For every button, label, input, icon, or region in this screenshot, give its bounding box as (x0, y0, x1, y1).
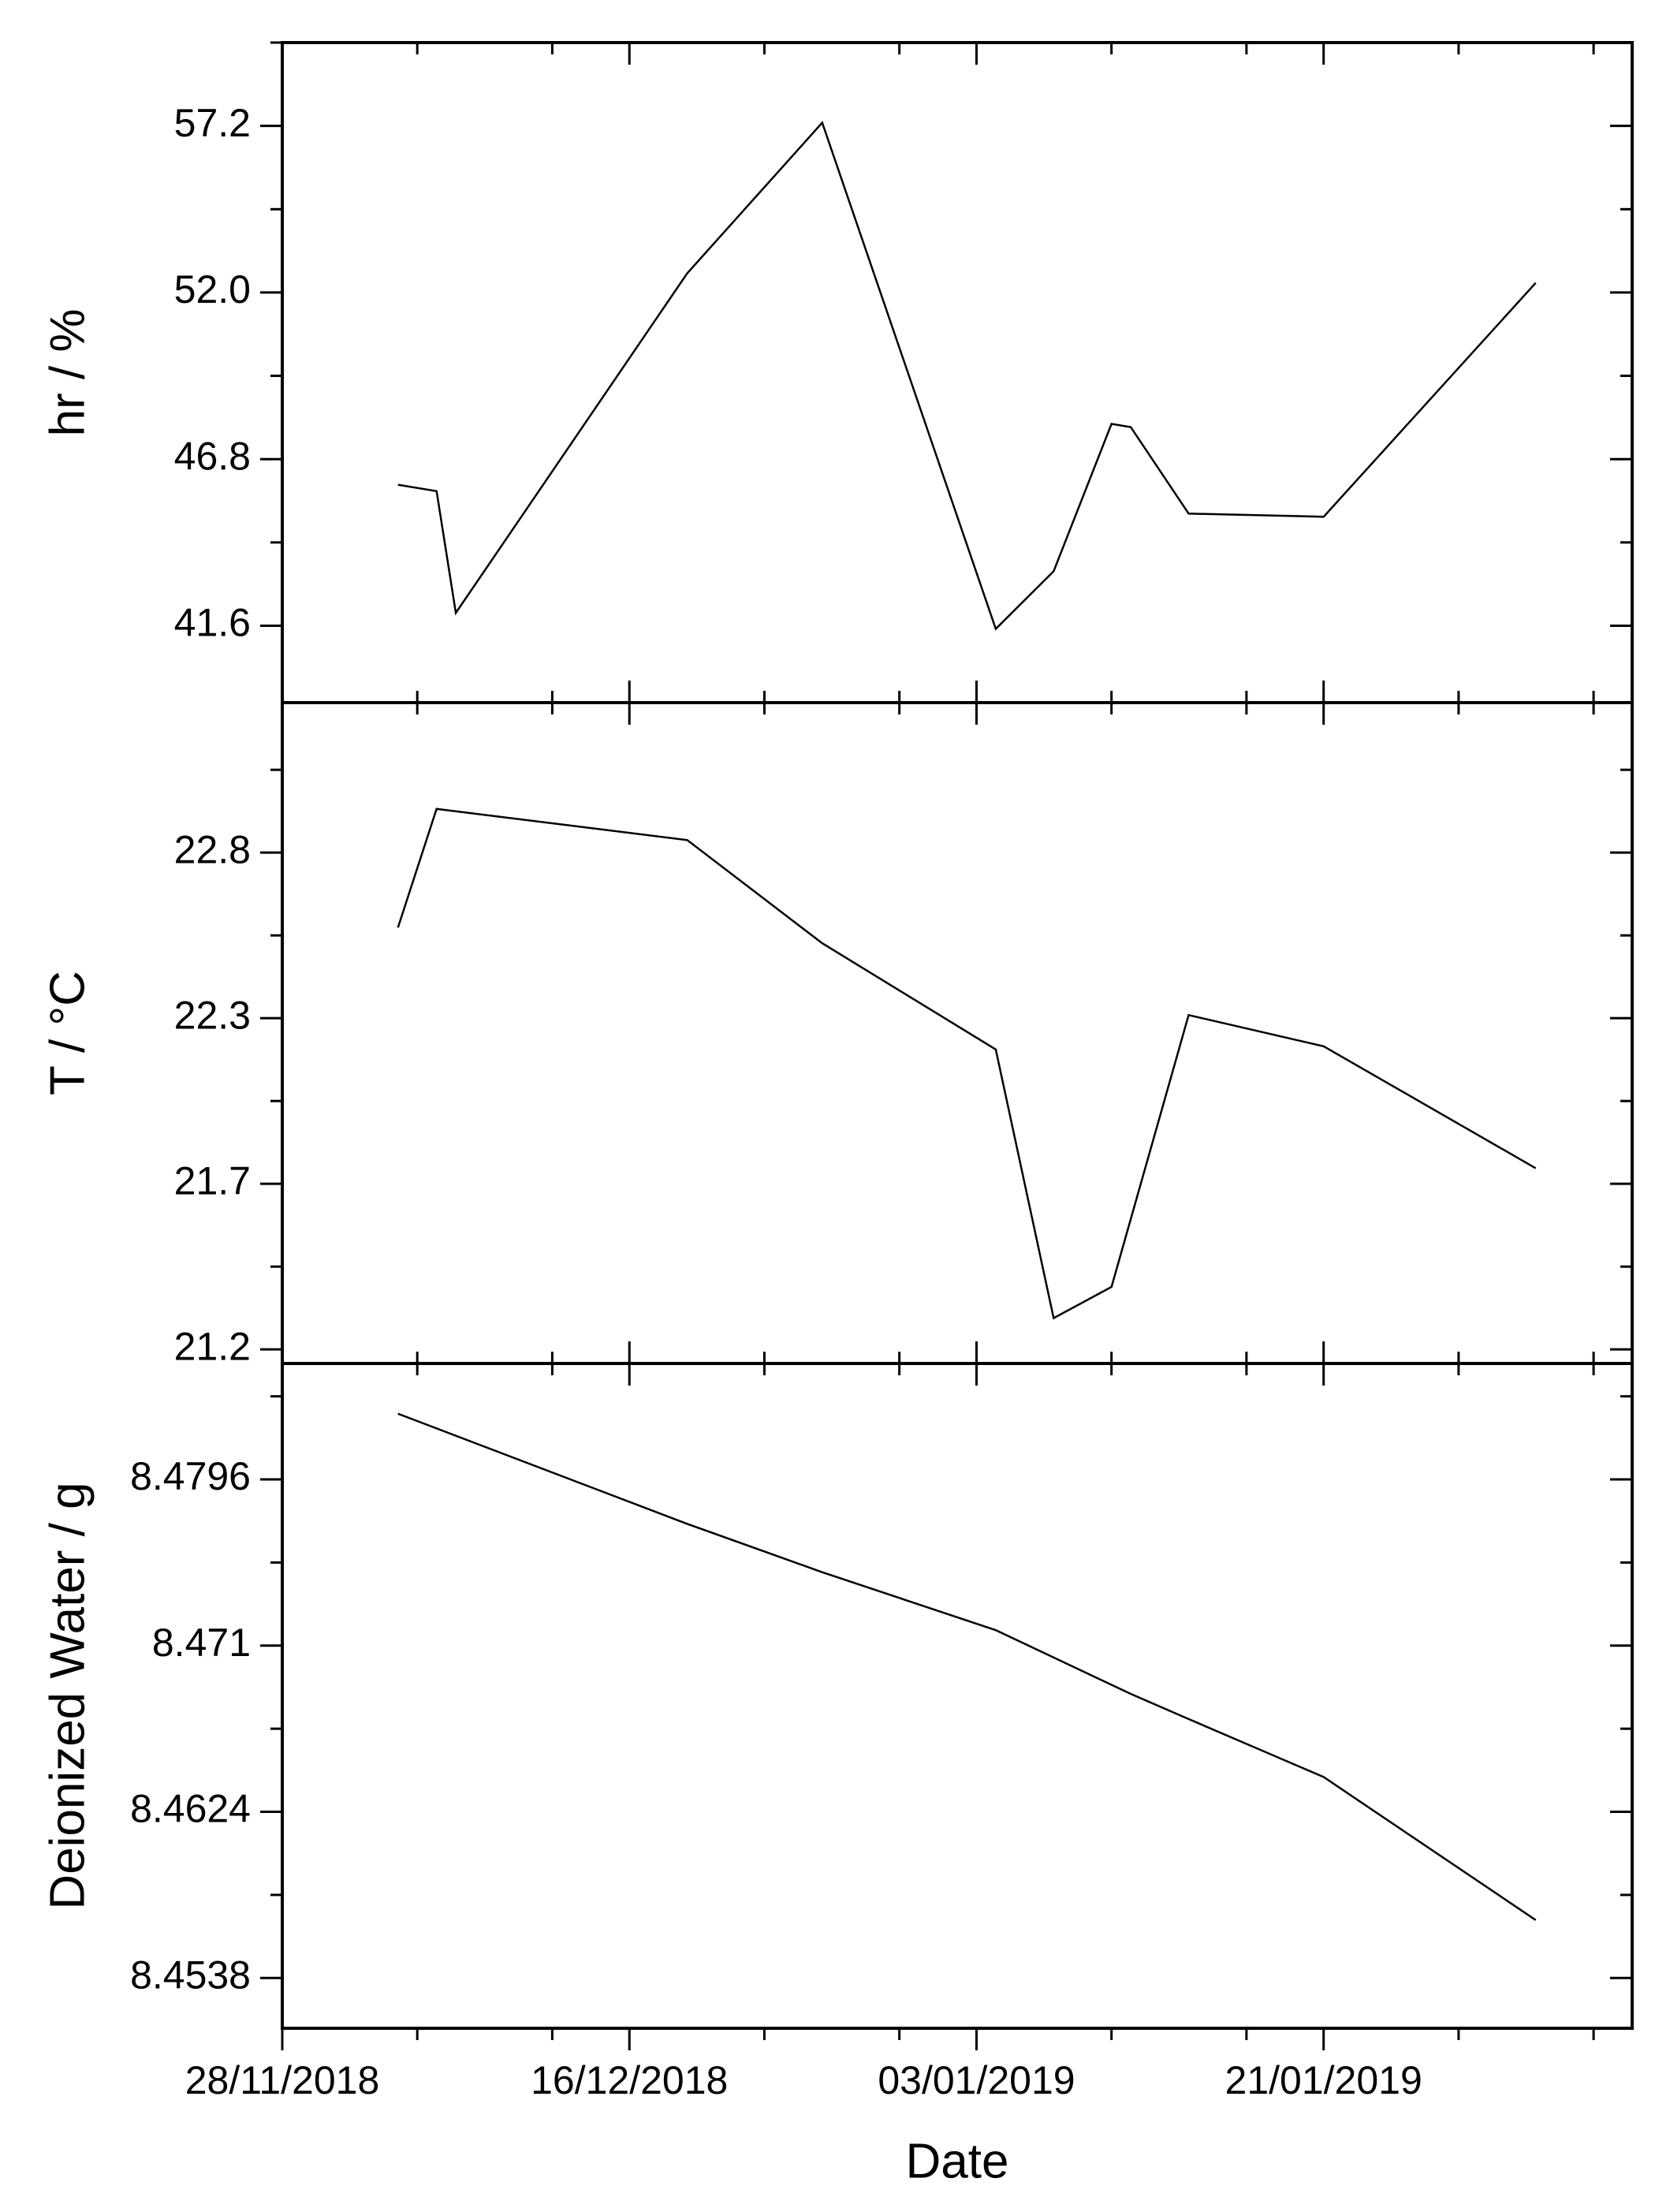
x-axis-label: Date (906, 2134, 1009, 2188)
y-tick-label: 8.4538 (130, 1953, 251, 1997)
data-line (397, 808, 1537, 1320)
y-axis-label: Deionized Water / g (40, 1482, 95, 1909)
y-axis-label: T / °C (40, 971, 95, 1095)
y-tick-label: 46.8 (174, 434, 251, 478)
y-tick-label: 8.4796 (130, 1454, 251, 1498)
panel-frame (281, 1362, 1634, 2030)
y-tick-label: 21.7 (174, 1158, 251, 1203)
y-tick-label: 21.2 (174, 1324, 251, 1368)
y-tick-label: 22.8 (174, 827, 251, 871)
x-tick-label: 16/12/2018 (531, 2058, 728, 2102)
panel-frame (281, 701, 1634, 1365)
x-tick-label: 21/01/2019 (1225, 2058, 1422, 2102)
y-tick-label: 52.0 (174, 267, 251, 311)
y-tick-label: 8.471 (152, 1621, 251, 1665)
y-tick-label: 57.2 (174, 101, 251, 145)
y-axis-label: hr / % (40, 309, 95, 437)
panel-frame (281, 41, 1634, 704)
x-tick-label: 28/11/2018 (185, 2058, 380, 2102)
x-tick-label: 03/01/2019 (878, 2058, 1075, 2102)
data-line (397, 121, 1537, 631)
y-tick-label: 8.4624 (130, 1787, 251, 1831)
y-tick-label: 41.6 (174, 601, 251, 645)
y-tick-label: 22.3 (174, 993, 251, 1037)
data-line (397, 1412, 1537, 1921)
